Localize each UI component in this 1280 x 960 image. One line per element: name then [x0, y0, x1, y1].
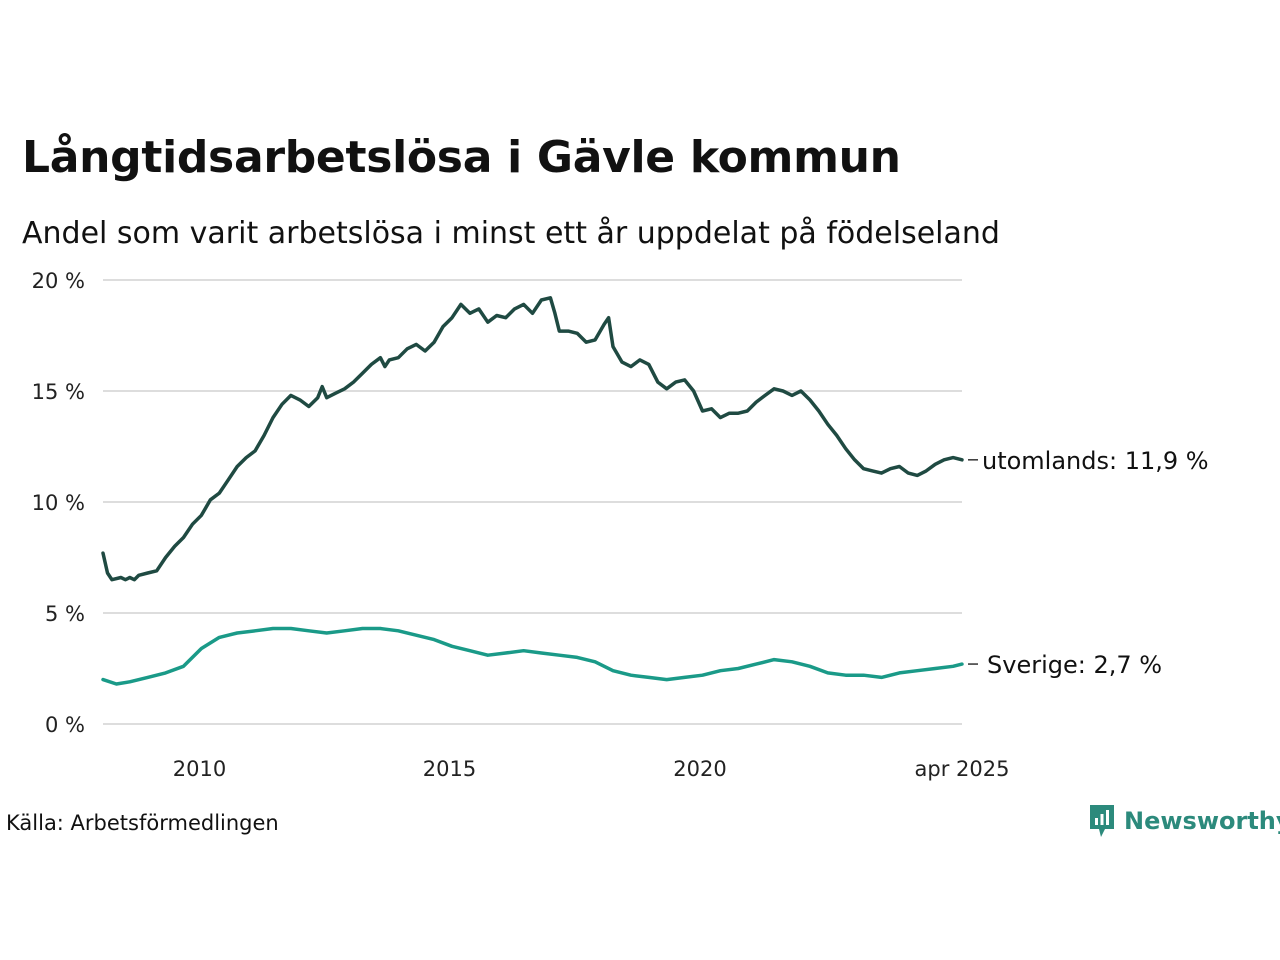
series-lines	[101, 296, 964, 686]
y-tick-label: 10 %	[32, 491, 85, 515]
newsworthy-logo-text: Newsworthy	[1124, 807, 1280, 835]
y-tick-label: 20 %	[32, 269, 85, 293]
chart-title: Långtidsarbetslösa i Gävle kommun	[22, 132, 901, 183]
x-axis-ticks: 2010 2015 2020 apr 2025	[173, 757, 1010, 781]
source-note: Källa: Arbetsförmedlingen	[6, 811, 279, 835]
x-tick-label: 2010	[173, 757, 226, 781]
gridlines	[103, 279, 962, 725]
series-line-sverige	[101, 626, 964, 686]
y-tick-label: 0 %	[45, 713, 85, 737]
chart-subtitle: Andel som varit arbetslösa i minst ett å…	[22, 216, 1000, 251]
x-tick-label: 2020	[673, 757, 726, 781]
y-axis-ticks: 0 % 5 % 10 % 15 % 20 %	[32, 269, 85, 737]
series-line-utomlands	[101, 296, 964, 582]
end-label-sverige: Sverige: 2,7 %	[987, 651, 1162, 679]
x-tick-label: 2015	[423, 757, 476, 781]
newsworthy-logo-icon	[1090, 805, 1114, 837]
end-label-utomlands: utomlands: 11,9 %	[982, 447, 1209, 475]
end-labels: utomlands: 11,9 % Sverige: 2,7 %	[968, 447, 1209, 679]
y-tick-label: 15 %	[32, 380, 85, 404]
x-tick-label: apr 2025	[915, 757, 1010, 781]
newsworthy-logo: Newsworthy	[1088, 803, 1280, 839]
y-tick-label: 5 %	[45, 602, 85, 626]
